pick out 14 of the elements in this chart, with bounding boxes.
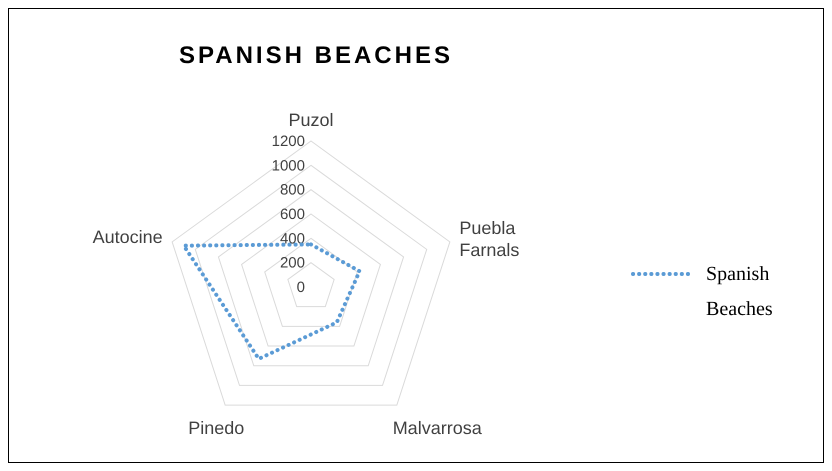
y-tick-label: 400 [280, 230, 305, 248]
y-tick-label: 200 [280, 254, 305, 272]
spoke-label: Puzol [288, 110, 334, 130]
y-tick-label: 600 [280, 206, 305, 223]
legend-label: Spanish Beaches [706, 263, 773, 320]
spoke-label: Malvarrosa [392, 418, 483, 438]
spoke-label: Pinedo [188, 418, 244, 438]
chart-title: SPANISH BEACHES [179, 42, 453, 69]
y-tick-label: 0 [296, 279, 305, 296]
y-tick-label: 1000 [272, 157, 305, 174]
y-tick-label: 1200 [272, 133, 305, 150]
spoke-label: Autocine [92, 227, 163, 248]
y-tick-label: 800 [280, 182, 305, 199]
spoke-label: Puebla Farnals [459, 218, 520, 260]
